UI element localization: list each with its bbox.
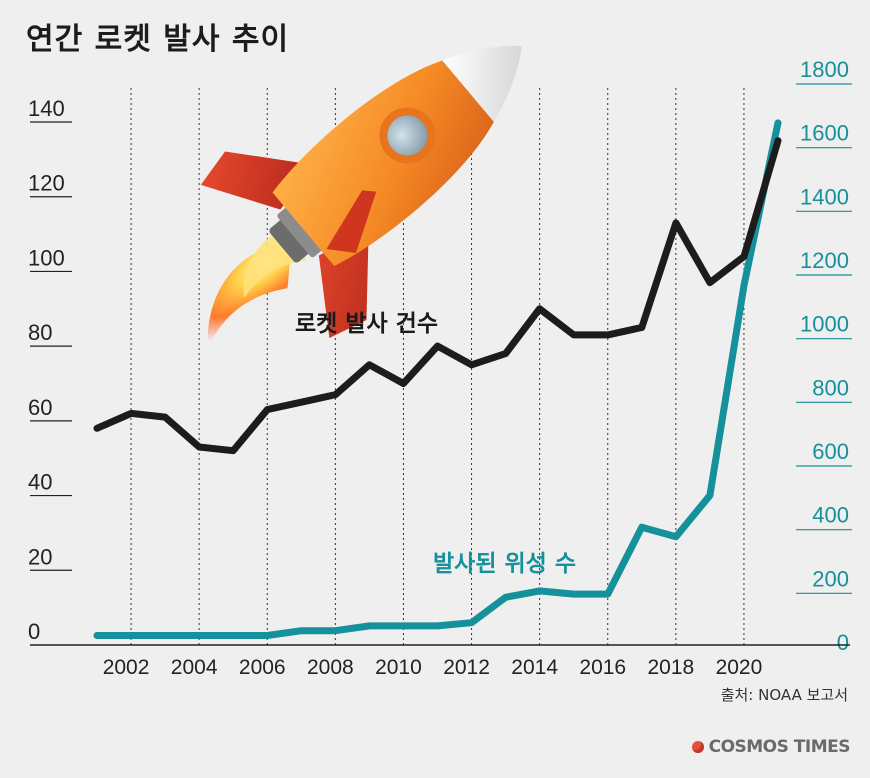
x-tick-label: 2018: [647, 656, 694, 679]
rocket-window: [387, 115, 428, 156]
chart-title: 연간 로켓 발사 추이: [26, 22, 290, 57]
rocket-nose: [442, 45, 522, 122]
right-tick-label: 0: [837, 630, 849, 655]
left-tick-label: 60: [28, 395, 52, 420]
brand-logo: COSMOS TIMES: [691, 737, 851, 757]
x-tick-label: 2004: [171, 656, 218, 679]
x-tick-label: 2012: [443, 656, 490, 679]
brand-name: COSMOS TIMES: [708, 737, 851, 757]
source-note: 출처: NOAA 보고서: [720, 686, 848, 704]
right-tick-label: 1200: [800, 248, 849, 273]
x-tick-label: 2016: [579, 656, 626, 679]
series-label-satellites: 발사된 위성 수: [433, 551, 576, 577]
series-label-launches: 로켓 발사 건수: [295, 311, 438, 337]
left-tick-label: 0: [28, 619, 40, 644]
left-tick-label: 140: [28, 96, 65, 121]
left-tick-label: 40: [28, 470, 52, 495]
x-tick-label: 2008: [307, 656, 354, 679]
brand-dot-icon: [691, 741, 704, 753]
left-tick-label: 80: [28, 320, 52, 345]
right-tick-label: 1000: [800, 312, 849, 337]
right-tick-label: 400: [812, 503, 849, 528]
rocket-fin-center: [326, 190, 377, 254]
rocket-body: [272, 60, 494, 267]
right-axis: 0 200 400 600 800 1000 1200 1400 1600 1800: [796, 57, 852, 655]
right-tick-label: 600: [812, 439, 849, 464]
x-tick-label: 2006: [239, 656, 286, 679]
rocket-nozzle-ring: [277, 205, 325, 258]
x-tick-label: 2002: [103, 656, 150, 679]
right-tick-label: 1800: [800, 57, 849, 82]
x-tick-label: 2014: [511, 656, 558, 679]
left-axis: 0 20 40 60 80 100 120 140: [28, 96, 72, 644]
left-tick-label: 20: [28, 544, 52, 569]
right-tick-label: 1600: [800, 121, 849, 146]
series-launches-line: [93, 137, 782, 455]
x-tick-label: 2020: [716, 656, 763, 679]
x-tick-label: 2010: [375, 656, 422, 679]
left-tick-label: 120: [28, 171, 65, 196]
x-axis: 2002 2004 2006 2008 2010 2012 2014 2016 2018 2020: [103, 656, 763, 679]
right-tick-label: 800: [812, 375, 849, 400]
series-satellites-line: [93, 119, 782, 639]
left-tick-label: 100: [28, 245, 65, 270]
right-tick-label: 200: [812, 566, 849, 591]
rocket-icon: [200, 45, 522, 349]
right-tick-label: 1400: [800, 184, 849, 209]
